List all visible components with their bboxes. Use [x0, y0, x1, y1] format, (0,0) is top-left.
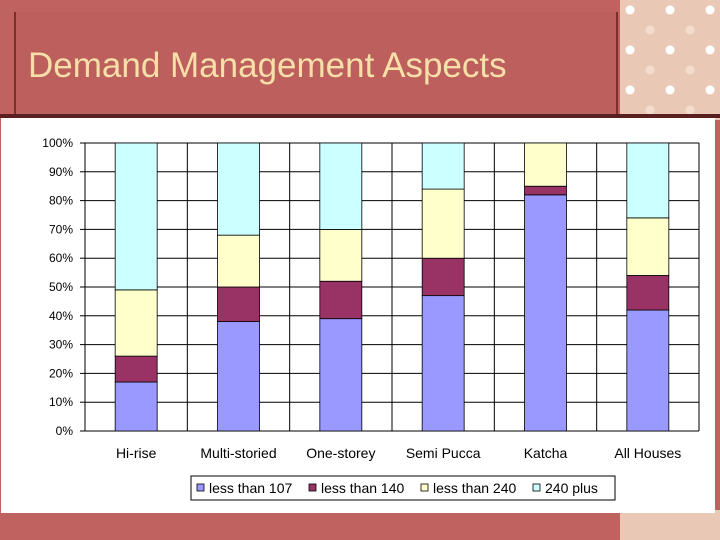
bar-segment	[319, 142, 363, 230]
bar-segment	[626, 275, 670, 311]
legend-label: less than 140	[321, 480, 404, 496]
legend-swatch	[196, 483, 205, 492]
bar-segment	[524, 142, 567, 187]
decorative-pattern	[620, 0, 720, 120]
x-tick-label: Multi-storied	[200, 445, 276, 461]
bar-segment	[114, 355, 158, 383]
chart-area: 0% 10% 20% 30% 40% 50% 60% 70% 80% 90% 100% Hi-rise…	[1, 118, 715, 513]
y-tick-label: 80%	[49, 194, 73, 208]
decorative-pattern-bottom	[620, 510, 720, 540]
slide-header: Demand Management Aspects	[0, 0, 720, 120]
bar-segment	[421, 142, 465, 190]
x-tick-label: Semi Pucca	[406, 445, 481, 461]
legend-swatch	[532, 483, 541, 492]
y-tick-label: 30%	[49, 338, 73, 352]
y-tick-label: 100%	[42, 136, 73, 150]
legend-label: less than 240	[433, 480, 516, 496]
legend-label: less than 107	[209, 480, 292, 496]
legend-box	[190, 475, 616, 501]
header-divider	[0, 114, 720, 118]
bar-segment	[217, 142, 260, 236]
bar-segment	[421, 295, 465, 432]
y-tick-label: 90%	[49, 165, 73, 179]
bar-segment	[319, 229, 363, 282]
bar-segment	[217, 321, 260, 432]
bar-segment	[626, 217, 670, 276]
y-tick-label: 0%	[56, 424, 74, 438]
bar-segment	[524, 194, 567, 432]
x-tick-label: One-storey	[306, 445, 375, 461]
legend-label: 240 plus	[545, 480, 598, 496]
y-tick-label: 50%	[49, 280, 73, 294]
y-tick-label: 70%	[49, 222, 73, 236]
bar-segment	[421, 257, 465, 297]
bar-segment	[217, 286, 260, 322]
y-tick-label: 10%	[49, 395, 73, 409]
legend-swatch	[308, 483, 317, 492]
bar-segment	[217, 234, 260, 288]
x-tick-label: All Houses	[614, 445, 681, 461]
x-tick-label: Katcha	[524, 445, 568, 461]
bar-segment	[114, 289, 158, 357]
bar-segment	[421, 188, 465, 259]
bar-segment	[626, 142, 670, 219]
bar-segment	[626, 309, 670, 432]
bar-segment	[319, 280, 363, 320]
y-tick-label: 60%	[49, 251, 73, 265]
y-tick-label: 40%	[49, 309, 73, 323]
y-tick-label: 20%	[49, 366, 73, 380]
bar-segment	[114, 381, 158, 432]
x-tick-label: Hi-rise	[116, 445, 157, 461]
bar-segment	[114, 142, 158, 291]
title-panel: Demand Management Aspects	[14, 12, 618, 114]
bar-segment	[524, 185, 567, 196]
legend-swatch	[420, 483, 429, 492]
stacked-bar-chart: 0% 10% 20% 30% 40% 50% 60% 70% 80% 90% 100% Hi-rise…	[42, 136, 700, 501]
slide-title: Demand Management Aspects	[28, 46, 507, 85]
bar-segment	[319, 318, 363, 432]
